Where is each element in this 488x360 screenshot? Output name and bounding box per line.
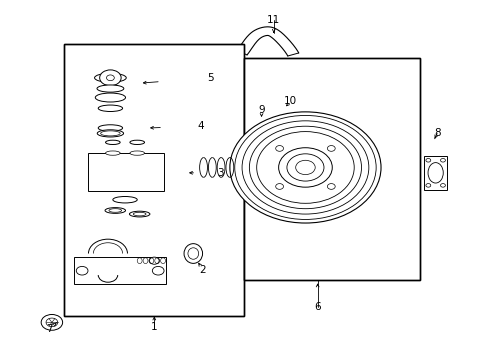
Circle shape [229,112,380,223]
Bar [64,44,244,316]
Circle shape [425,158,430,162]
Ellipse shape [130,140,144,144]
Ellipse shape [129,211,150,217]
Ellipse shape [130,151,144,155]
Bar [64,44,244,316]
Text: 8: 8 [433,129,440,138]
Ellipse shape [98,105,122,112]
Circle shape [440,184,445,187]
Ellipse shape [97,85,123,92]
Circle shape [275,145,283,151]
Ellipse shape [95,93,125,102]
Text: 1: 1 [151,322,157,332]
Bar [88,153,163,191]
Circle shape [286,154,324,181]
Ellipse shape [133,212,146,216]
Circle shape [425,184,430,187]
Text: 2: 2 [199,265,206,275]
Bar [423,156,447,190]
Circle shape [106,75,114,81]
Ellipse shape [105,208,125,213]
Ellipse shape [94,73,126,82]
Circle shape [327,184,335,189]
Text: 11: 11 [266,15,280,26]
Circle shape [440,158,445,162]
Circle shape [152,266,163,275]
Circle shape [46,318,58,327]
Ellipse shape [101,131,120,136]
Ellipse shape [183,244,202,264]
Circle shape [41,315,62,330]
Circle shape [275,184,283,189]
Bar [244,58,419,280]
Text: 4: 4 [197,121,203,131]
Bar [74,257,166,284]
Ellipse shape [105,140,120,144]
Ellipse shape [149,257,159,264]
Ellipse shape [98,125,122,131]
Circle shape [100,70,121,86]
Ellipse shape [109,209,122,212]
Text: 10: 10 [284,96,297,106]
Text: 5: 5 [206,73,213,83]
Ellipse shape [187,248,198,259]
Ellipse shape [113,197,137,203]
Text: 6: 6 [314,302,320,312]
Circle shape [76,266,88,275]
Ellipse shape [105,151,120,155]
Text: 7: 7 [46,324,53,334]
Ellipse shape [97,130,123,137]
Circle shape [278,148,331,187]
Text: 9: 9 [258,105,264,115]
Ellipse shape [427,163,442,183]
Circle shape [327,145,335,151]
Text: 3: 3 [216,168,223,178]
Circle shape [295,160,315,175]
Bar [244,58,419,280]
